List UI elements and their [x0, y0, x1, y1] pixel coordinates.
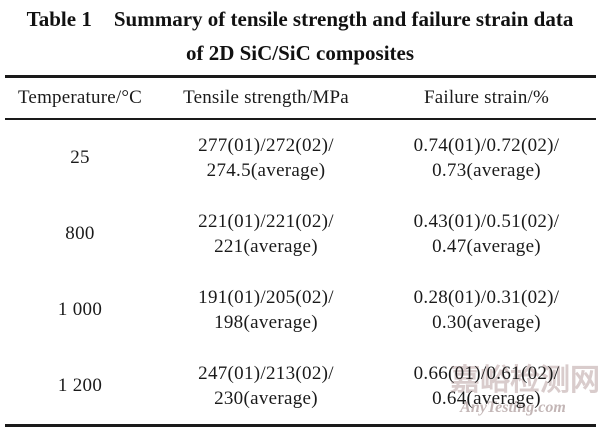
cell-line: 221(01)/221(02)/ — [198, 211, 334, 232]
cell-line: 221(average) — [214, 236, 318, 257]
cell-line: 0.43(01)/0.51(02)/ — [413, 211, 560, 232]
table-row-25c: 25 277(01)/272(02)/ 274.5(average) 0.74(… — [5, 120, 596, 196]
cell-line: 0.28(01)/0.31(02)/ — [413, 287, 560, 308]
table-caption-line1: Table 1 Summary of tensile strength and … — [0, 6, 600, 32]
cell-temperature: 1 200 — [57, 375, 103, 396]
cell-line: 198(average) — [214, 312, 318, 333]
table-caption: Table 1 Summary of tensile strength and … — [0, 6, 600, 66]
cell-tensile-strength: 221(01)/221(02)/ 221(average) — [155, 209, 377, 259]
cell-line: 274.5(average) — [206, 160, 326, 181]
cell-line: 247(01)/213(02)/ — [198, 363, 334, 384]
cell-tensile-strength: 247(01)/213(02)/ 230(average) — [155, 361, 377, 411]
table-caption-title: Summary of tensile strength and failure … — [113, 7, 574, 31]
cell-line: 0.73(average) — [432, 160, 541, 181]
table-header-row: Temperature/°C Tensile strength/MPa Fail… — [5, 78, 596, 120]
cell-failure-strain: 0.74(01)/0.72(02)/ 0.73(average) — [377, 133, 596, 183]
cell-line: 191(01)/205(02)/ — [198, 287, 334, 308]
table-caption-number: Table 1 — [26, 7, 92, 31]
cell-line: 0.74(01)/0.72(02)/ — [413, 135, 560, 156]
cell-line: 0.64(average) — [432, 388, 541, 409]
cell-line: 277(01)/272(02)/ — [198, 135, 334, 156]
data-table: Temperature/°C Tensile strength/MPa Fail… — [5, 75, 596, 427]
cell-line: 230(average) — [214, 388, 318, 409]
column-header-temperature: Temperature/°C — [17, 87, 143, 108]
cell-failure-strain: 0.43(01)/0.51(02)/ 0.47(average) — [377, 209, 596, 259]
cell-failure-strain: 0.66(01)/0.61(02)/ 0.64(average) — [377, 361, 596, 411]
column-header-tensile-strength: Tensile strength/MPa — [183, 87, 349, 108]
cell-line: 0.30(average) — [432, 312, 541, 333]
cell-failure-strain: 0.28(01)/0.31(02)/ 0.30(average) — [377, 285, 596, 335]
table-caption-subtitle: of 2D SiC/SiC composites — [185, 41, 415, 65]
cell-line: 0.66(01)/0.61(02)/ — [413, 363, 560, 384]
cell-temperature: 800 — [65, 223, 95, 244]
table-row-1200c: 1 200 247(01)/213(02)/ 230(average) 0.66… — [5, 348, 596, 424]
table-row-800c: 800 221(01)/221(02)/ 221(average) 0.43(0… — [5, 196, 596, 272]
column-header-failure-strain: Failure strain/% — [423, 87, 550, 108]
cell-line: 0.47(average) — [432, 236, 541, 257]
cell-tensile-strength: 277(01)/272(02)/ 274.5(average) — [155, 133, 377, 183]
cell-tensile-strength: 191(01)/205(02)/ 198(average) — [155, 285, 377, 335]
cell-temperature: 1 000 — [57, 299, 103, 320]
cell-temperature: 25 — [70, 147, 90, 168]
table-row-1000c: 1 000 191(01)/205(02)/ 198(average) 0.28… — [5, 272, 596, 348]
